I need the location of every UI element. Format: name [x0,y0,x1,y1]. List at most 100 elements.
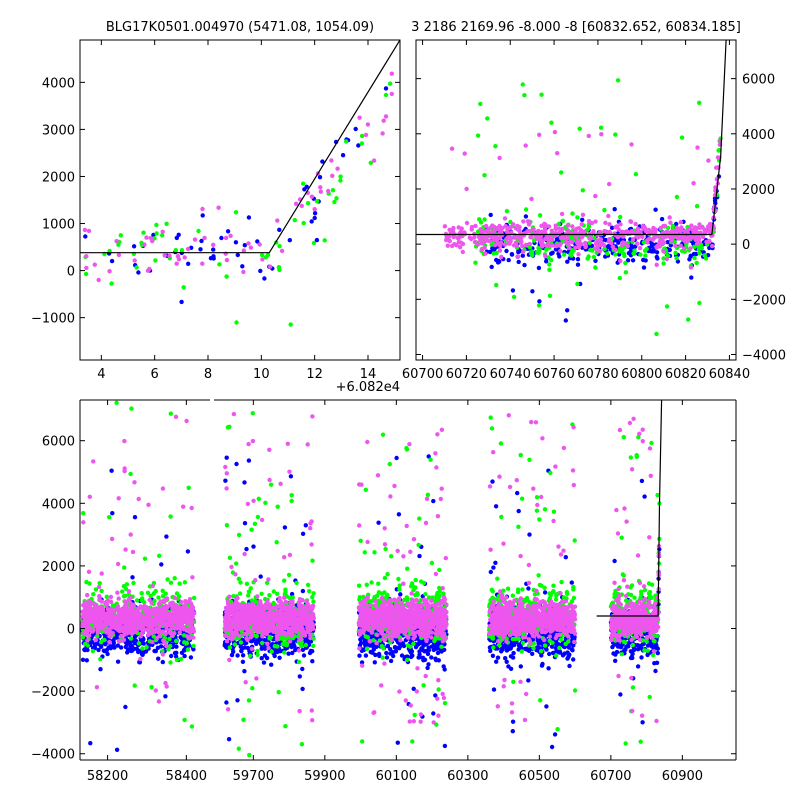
data-point [199,238,204,244]
data-point [587,240,592,246]
data-point [152,616,157,621]
data-point [127,622,132,628]
data-point [142,603,147,609]
data-point [491,237,496,242]
data-point [115,604,121,609]
data-point [250,686,255,691]
data-point [483,223,489,229]
data-point [82,227,88,233]
data-point [164,643,169,649]
data-point [94,685,100,690]
data-point [173,654,179,659]
data-point [322,238,327,243]
data-point [472,239,478,245]
data-point [565,650,570,655]
data-point [250,411,255,416]
data-point [537,132,542,137]
data-point [431,647,436,653]
data-point [107,639,112,645]
data-point [515,254,521,259]
data-point [575,281,580,287]
data-point [630,230,635,235]
data-point [553,223,558,228]
data-point [557,254,562,259]
data-point [358,640,364,646]
data-point [513,240,519,245]
data-point [174,235,179,241]
data-point [460,249,465,255]
data-point [288,322,293,327]
data-point [132,480,137,485]
data-point [219,235,224,241]
data-point [575,215,580,220]
data-point [241,248,246,253]
data-point [312,207,317,212]
data-point [368,649,373,655]
data-point [144,609,150,614]
data-point [174,644,179,649]
data-point [108,634,113,639]
data-point [120,589,125,594]
data-point [488,648,493,654]
data-point [93,637,99,643]
data-point [297,674,302,679]
data-point [661,249,666,254]
data-point [177,581,182,586]
data-point [227,424,232,429]
data-point [613,652,618,657]
data-point [122,610,127,615]
data-point [579,222,584,227]
data-point [288,474,294,479]
data-point [109,258,115,264]
data-point [623,270,629,275]
data-point [123,704,128,710]
data-point [433,693,438,698]
data-point [560,226,565,232]
data-point [80,614,86,619]
data-point [179,618,185,623]
y-tick-label: 2000 [42,170,75,185]
data-point [301,181,306,186]
data-point [91,611,96,616]
data-point [585,256,590,261]
data-point [384,655,390,660]
data-point [510,655,516,660]
data-point [523,646,528,651]
data-point [681,234,686,239]
data-point [82,631,87,636]
data-point [507,241,512,246]
data-point [110,511,115,516]
data-point [126,589,132,594]
data-point [223,235,229,241]
data-point [503,656,508,661]
data-point [504,659,509,664]
data-point [159,608,164,613]
data-point [236,532,242,538]
data-point [707,238,712,244]
data-point [96,647,101,653]
data-point [464,186,469,192]
data-point [710,243,715,249]
data-point [491,565,496,570]
data-point [188,601,194,606]
data-point [570,211,575,216]
data-point [184,634,190,639]
data-point [561,252,567,257]
data-point [92,262,98,267]
data-point [679,135,685,140]
data-point [240,653,246,658]
data-point [184,418,189,424]
data-point [287,238,292,243]
data-point [586,219,592,224]
data-point [394,455,399,461]
data-point [357,653,362,658]
data-point [177,624,183,629]
data-point [602,228,607,234]
data-point [80,657,86,662]
data-point [580,217,585,222]
data-point [301,220,306,226]
data-point [311,636,316,641]
data-point [172,595,178,601]
data-point [183,599,188,604]
data-point [679,225,684,230]
